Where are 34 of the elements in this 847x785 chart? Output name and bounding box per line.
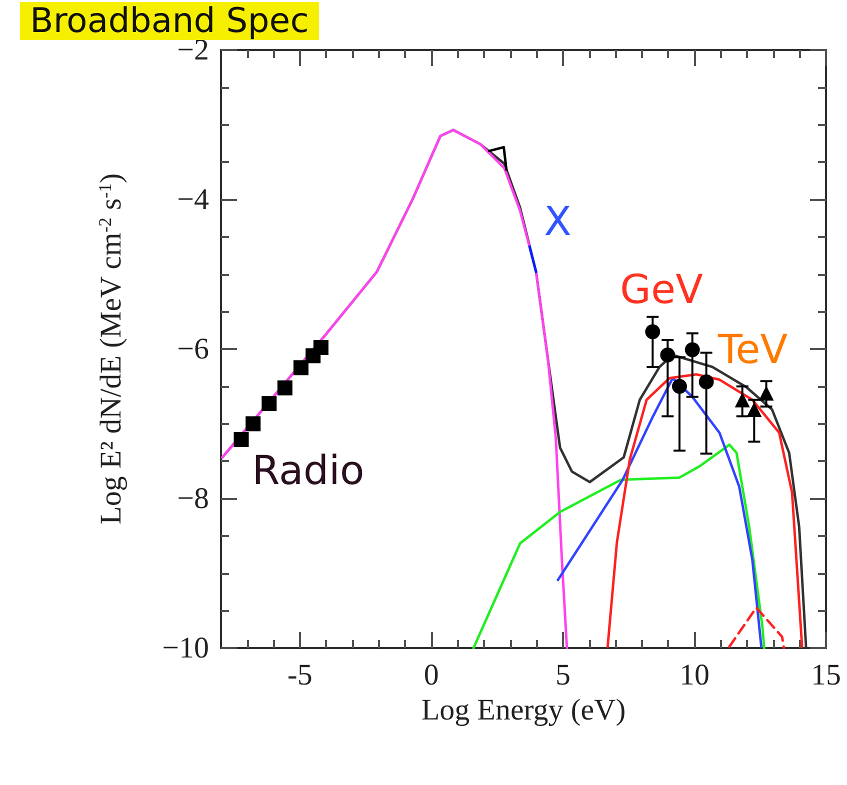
line-series xyxy=(472,443,766,650)
point xyxy=(645,324,660,340)
y-tick-label: −10 xyxy=(162,632,209,664)
point xyxy=(293,360,308,376)
y-axis-title: Log E² dN/dE (MeV cm-2 s-1) xyxy=(94,173,128,524)
line-series xyxy=(556,376,763,648)
point xyxy=(758,386,774,401)
point xyxy=(672,378,687,394)
x-tick-label: 0 xyxy=(424,658,439,692)
point xyxy=(234,432,249,447)
y-tick-label: −4 xyxy=(177,183,209,216)
annotation: TeV xyxy=(717,327,788,373)
x-tick-label: 10 xyxy=(679,658,710,692)
x-tick-label: 15 xyxy=(811,658,841,692)
line-series xyxy=(728,606,786,650)
x-axis-title: Log Energy (eV) xyxy=(421,693,626,726)
point xyxy=(262,396,277,412)
x-tick-label: -5 xyxy=(287,658,312,692)
y-tick-label: −8 xyxy=(177,482,209,515)
line-series xyxy=(221,128,568,650)
annotation: X xyxy=(544,199,572,245)
point xyxy=(660,347,676,362)
x-tick-label: 5 xyxy=(555,658,570,692)
point xyxy=(313,340,328,356)
point xyxy=(246,416,261,432)
point xyxy=(746,402,762,418)
point xyxy=(684,342,700,358)
y-tick-label: −6 xyxy=(177,332,209,366)
line-series xyxy=(606,373,804,648)
point xyxy=(277,380,292,396)
annotation: Radio xyxy=(252,448,364,494)
point xyxy=(698,374,714,390)
annotation: GeV xyxy=(620,267,704,313)
point xyxy=(734,392,750,408)
